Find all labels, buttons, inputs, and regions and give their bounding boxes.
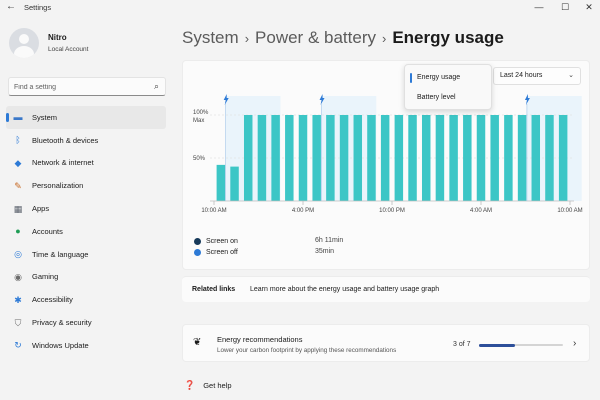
maximize-button[interactable]: ☐ bbox=[560, 2, 570, 12]
apps-icon: ▦ bbox=[13, 203, 23, 214]
breadcrumb-system[interactable]: System bbox=[182, 28, 239, 47]
recommendations-progress-fill bbox=[479, 343, 516, 347]
sidebar-item-windows-update[interactable]: ↻ Windows Update bbox=[6, 334, 166, 357]
legend-dot-screen-on bbox=[194, 237, 201, 245]
get-help-link[interactable]: ❓ Get help bbox=[184, 380, 232, 391]
accounts-icon: ● bbox=[15, 226, 21, 237]
legend-dot-screen-off bbox=[194, 248, 201, 256]
globe-clock-icon: ◎ bbox=[14, 249, 22, 260]
sidebar-item-label: Bluetooth & devices bbox=[32, 135, 99, 145]
energy-recommendations-card[interactable]: ❦ Energy recommendations Lower your carb… bbox=[182, 324, 590, 362]
search-box[interactable]: ⌕ bbox=[8, 77, 166, 96]
sidebar-item-bluetooth-devices[interactable]: ᛒ Bluetooth & devices bbox=[6, 129, 166, 152]
dropdown-option-energy-usage[interactable]: Energy usage bbox=[405, 69, 493, 87]
sidebar-item-privacy-security[interactable]: ⛉ Privacy & security bbox=[6, 311, 166, 334]
sidebar-item-apps[interactable]: ▦ Apps bbox=[6, 197, 166, 220]
bluetooth-icon: ᛒ bbox=[15, 135, 21, 146]
brush-icon: ✎ bbox=[14, 180, 22, 191]
help-icon: ❓ bbox=[184, 380, 196, 390]
sidebar-item-label: Accessibility bbox=[32, 295, 73, 305]
sidebar-item-label: System bbox=[32, 112, 58, 122]
shield-icon: ⛉ bbox=[14, 317, 22, 328]
chevron-right-icon[interactable]: › bbox=[573, 338, 577, 349]
legend-value-screen-off: 35min bbox=[315, 248, 335, 255]
search-input[interactable] bbox=[14, 81, 144, 93]
title-bar: ← Settings — ☐ ✕ bbox=[0, 0, 600, 16]
sidebar-item-label: Apps bbox=[32, 204, 50, 214]
sidebar-item-label: Time & language bbox=[32, 249, 89, 259]
sidebar-item-label: Network & internet bbox=[32, 158, 94, 168]
energy-chart-card bbox=[182, 60, 590, 270]
display-icon: ▬ bbox=[13, 112, 23, 123]
breadcrumb: System › Power & battery › Energy usage bbox=[182, 28, 504, 48]
accessibility-icon: ✱ bbox=[14, 294, 22, 305]
legend-screen-off: Screen off bbox=[194, 247, 238, 257]
energy-graph-help-link[interactable]: Learn more about the energy usage and ba… bbox=[250, 286, 440, 293]
recommendations-subtitle: Lower your carbon footprint by applying … bbox=[217, 347, 397, 354]
app-title: Settings bbox=[24, 3, 52, 12]
page-title: Energy usage bbox=[392, 28, 504, 47]
close-button[interactable]: ✕ bbox=[585, 2, 593, 12]
time-range-value: Last 24 hours bbox=[500, 72, 543, 79]
related-links-label: Related links bbox=[192, 286, 236, 293]
avatar-body-shape bbox=[14, 46, 34, 58]
legend-value-screen-on: 6h 11min bbox=[315, 237, 344, 244]
sidebar-item-label: Gaming bbox=[32, 272, 59, 282]
breadcrumb-power-battery[interactable]: Power & battery bbox=[255, 28, 376, 47]
avatar-head-shape bbox=[19, 34, 29, 44]
sidebar-item-time-language[interactable]: ◎ Time & language bbox=[6, 243, 166, 266]
time-range-select[interactable]: Last 24 hours ⌄ bbox=[493, 67, 581, 85]
sidebar-item-label: Privacy & security bbox=[32, 318, 92, 328]
chart-view-dropdown[interactable]: Energy usage Battery level bbox=[404, 64, 492, 110]
get-help-label: Get help bbox=[203, 381, 232, 390]
wifi-icon: ◆ bbox=[14, 157, 22, 168]
related-links-section: Related links Learn more about the energ… bbox=[182, 276, 590, 302]
minimize-button[interactable]: — bbox=[534, 2, 544, 12]
leaf-icon: ❦ bbox=[193, 337, 202, 348]
legend-label-screen-on: Screen on bbox=[206, 237, 238, 245]
sidebar-item-personalization[interactable]: ✎ Personalization bbox=[6, 174, 166, 197]
breadcrumb-separator: › bbox=[381, 31, 387, 46]
gamepad-icon: ◉ bbox=[14, 271, 22, 282]
breadcrumb-separator: › bbox=[244, 31, 250, 46]
avatar[interactable] bbox=[9, 28, 39, 58]
sidebar-item-label: Accounts bbox=[32, 226, 63, 236]
update-icon: ↻ bbox=[14, 340, 22, 351]
sidebar-item-label: Personalization bbox=[32, 181, 84, 191]
legend-label-screen-off: Screen off bbox=[206, 248, 238, 256]
user-name: Nitro bbox=[48, 33, 67, 42]
sidebar-item-accounts[interactable]: ● Accounts bbox=[6, 220, 166, 243]
user-account-type: Local Account bbox=[48, 46, 89, 53]
sidebar-item-label: Windows Update bbox=[32, 340, 89, 350]
legend-screen-on: Screen on bbox=[194, 236, 238, 246]
sidebar-item-accessibility[interactable]: ✱ Accessibility bbox=[6, 288, 166, 311]
sidebar-item-network-internet[interactable]: ◆ Network & internet bbox=[6, 152, 166, 175]
sidebar-nav: ▬ System ᛒ Bluetooth & devices ◆ Network & in… bbox=[6, 106, 166, 357]
search-icon[interactable]: ⌕ bbox=[153, 81, 159, 91]
recommendations-progress-bar bbox=[479, 343, 563, 347]
recommendations-title: Energy recommendations bbox=[217, 335, 303, 344]
dropdown-option-battery-level[interactable]: Battery level bbox=[417, 94, 456, 101]
sidebar-item-system[interactable]: ▬ System bbox=[6, 106, 166, 129]
sidebar-item-gaming[interactable]: ◉ Gaming bbox=[6, 266, 166, 289]
chevron-down-icon: ⌄ bbox=[568, 72, 574, 79]
back-arrow-icon[interactable]: ← bbox=[6, 1, 16, 12]
recommendations-count: 3 of 7 bbox=[453, 341, 471, 348]
